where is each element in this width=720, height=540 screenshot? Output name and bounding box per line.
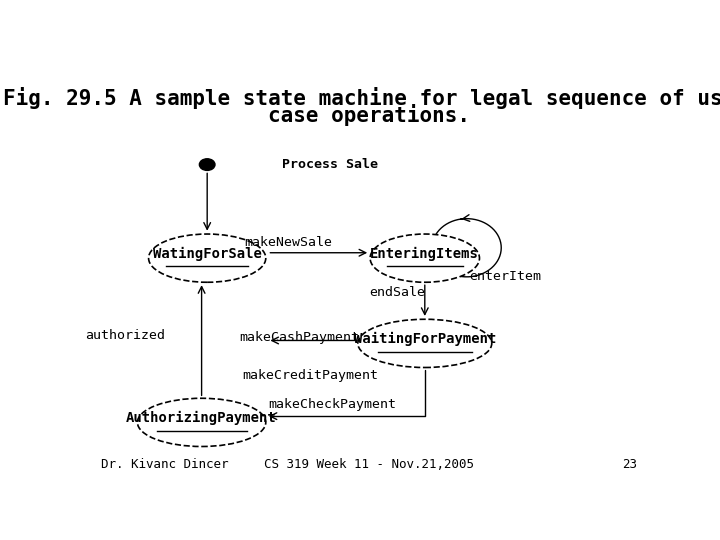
- Text: 23: 23: [622, 458, 637, 471]
- Text: AuthorizingPayment: AuthorizingPayment: [126, 411, 277, 426]
- Text: Fig. 29.5 A sample state machine for legal sequence of use: Fig. 29.5 A sample state machine for leg…: [3, 87, 720, 109]
- Text: EnteringItems: EnteringItems: [370, 247, 480, 261]
- Text: Dr. Kivanc Dincer: Dr. Kivanc Dincer: [101, 458, 229, 471]
- Ellipse shape: [358, 319, 492, 368]
- Text: CS 319 Week 11 - Nov.21,2005: CS 319 Week 11 - Nov.21,2005: [264, 458, 474, 471]
- Text: enterItem: enterItem: [469, 269, 541, 282]
- Text: WaitingForPayment: WaitingForPayment: [354, 332, 496, 346]
- Text: makeCheckPayment: makeCheckPayment: [269, 398, 397, 411]
- Text: authorized: authorized: [85, 329, 165, 342]
- Ellipse shape: [138, 399, 266, 447]
- Text: WatingForSale: WatingForSale: [153, 247, 261, 261]
- Text: Process Sale: Process Sale: [282, 158, 378, 171]
- Text: endSale: endSale: [369, 286, 425, 299]
- Text: makeNewSale: makeNewSale: [244, 237, 332, 249]
- Text: makeCashPayment: makeCashPayment: [239, 330, 359, 343]
- Circle shape: [199, 159, 215, 171]
- Text: makeCreditPayment: makeCreditPayment: [243, 369, 379, 382]
- Ellipse shape: [370, 234, 480, 282]
- Text: case operations.: case operations.: [268, 104, 470, 126]
- Ellipse shape: [148, 234, 266, 282]
